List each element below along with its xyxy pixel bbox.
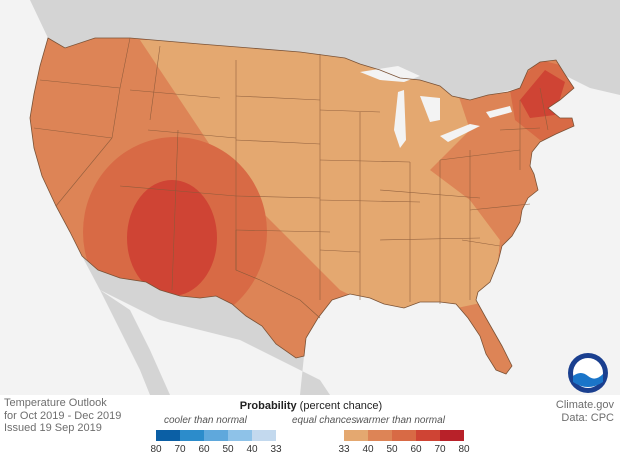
legend-ticks: 80 70 60 50 40 33 33 40 50 60 70 80: [0, 444, 620, 456]
legend-tick-label: 80: [150, 444, 162, 455]
credit-source: Data: CPC: [561, 411, 614, 424]
legend-swatch-above-2: [368, 430, 392, 441]
legend-title-bold: Probability: [239, 400, 297, 412]
lake-michigan: [394, 90, 406, 148]
legend-swatch-above-3: [392, 430, 416, 441]
legend-tick-label: 33: [270, 444, 282, 455]
lake-erie: [440, 124, 480, 142]
credit-site: Climate.gov: [555, 399, 614, 411]
baja-land: [100, 290, 170, 395]
state-borders: [33, 37, 549, 304]
caption-issued: Issued 19 Sep 2019: [4, 422, 102, 434]
mexico-land: [82, 256, 330, 395]
legend-equal-label: equal chances: [292, 415, 357, 426]
legend-swatch-equal: [276, 430, 344, 441]
legend-below-label: cooler than normal: [164, 415, 247, 426]
lake-ontario: [486, 106, 512, 118]
legend-tick-label: 50: [222, 444, 234, 455]
legend-title-rest: (percent chance): [296, 400, 383, 412]
legend-tick-label: 40: [246, 444, 258, 455]
legend-categories: cooler than normal equal chances warmer …: [152, 415, 470, 429]
lake-huron: [420, 96, 440, 122]
legend: Probability (percent chance) cooler than…: [152, 400, 470, 429]
caption-period: for Oct 2019 - Dec 2019: [4, 409, 122, 422]
zone-above-70: [127, 180, 217, 296]
legend-tick-label: 60: [410, 444, 422, 455]
noaa-logo-text: NOAA: [581, 360, 596, 366]
legend-swatch-above-4: [416, 430, 440, 441]
us-temperature-map: [0, 0, 620, 395]
legend-swatch-below-3: [204, 430, 228, 441]
legend-tick-label: 50: [386, 444, 398, 455]
legend-tick-label: 40: [362, 444, 374, 455]
legend-tick-label: 70: [434, 444, 446, 455]
caption-title: Temperature Outlook: [4, 397, 107, 409]
legend-above-label: warmer than normal: [356, 415, 445, 426]
noaa-logo: NOAA: [568, 353, 608, 393]
texas-border: [235, 230, 321, 319]
legend-tick-label: 70: [174, 444, 186, 455]
legend-swatch-above-5: [440, 430, 464, 441]
credit-block: Climate.gov Data: CPC: [556, 399, 614, 424]
legend-title: Probability (percent chance): [152, 400, 470, 412]
legend-swatch-below-4: [228, 430, 252, 441]
noaa-logo-wave: [573, 373, 603, 387]
legend-tick-label: 33: [338, 444, 350, 455]
legend-swatch-below-1: [156, 430, 180, 441]
legend-tick-label: 60: [198, 444, 210, 455]
legend-swatch-below-5: [252, 430, 276, 441]
legend-tick-label: 80: [458, 444, 470, 455]
legend-swatch-below-2: [180, 430, 204, 441]
legend-swatch-above-1: [344, 430, 368, 441]
outlook-caption: Temperature Outlook for Oct 2019 - Dec 2…: [4, 397, 121, 435]
canada-land: [0, 0, 620, 100]
